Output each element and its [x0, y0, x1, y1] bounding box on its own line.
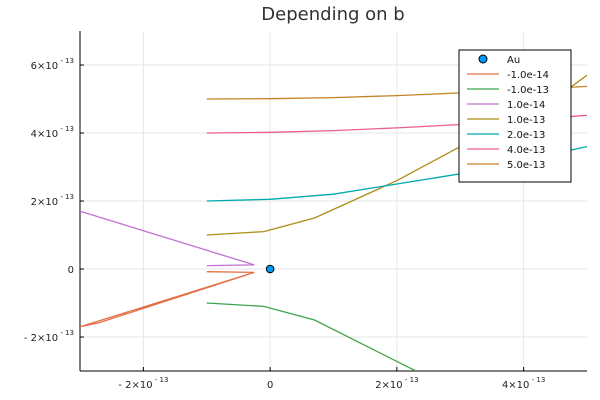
- legend-label--1.0e-14: -1.0e-14: [507, 70, 549, 81]
- x-tick-exponent: - 13: [153, 376, 169, 384]
- legend-marker-Au: [478, 54, 488, 64]
- y-tick-label: 0: [68, 265, 74, 276]
- legend-label-1.0e-14: 1.0e-14: [507, 100, 545, 111]
- scatter-point-Au: [265, 264, 275, 274]
- x-tick-exponent: - 13: [529, 376, 545, 384]
- legend-label--1.0e-13: -1.0e-13: [507, 85, 549, 96]
- scatter-points: [265, 264, 275, 274]
- series-line--1.0e-14: [80, 271, 255, 328]
- y-tick-exponent: - 13: [58, 125, 74, 133]
- legend-label-5.0e-13: 5.0e-13: [507, 160, 545, 171]
- legend-label-1.0e-13: 1.0e-13: [507, 115, 545, 126]
- legend-label-4.0e-13: 4.0e-13: [507, 145, 545, 156]
- legend[interactable]: Au -1.0e-14 -1.0e-13 1.0e-14 1.0e-13 2.0e-13 4…: [458, 49, 572, 183]
- series-line--1.0e-13: [206, 302, 417, 371]
- chart-title: Depending on b: [261, 4, 404, 25]
- y-tick-exponent: - 13: [58, 57, 74, 65]
- legend-box: [458, 49, 572, 183]
- y-tick-exponent: - 13: [58, 193, 74, 201]
- legend-label-2.0e-13: 2.0e-13: [507, 130, 545, 141]
- y-tick-exponent: - 13: [58, 329, 74, 337]
- series-line-1.0e-14: [80, 210, 255, 267]
- x-tick-label: 0: [267, 380, 273, 391]
- legend-label-Au: Au: [507, 55, 520, 66]
- x-tick-exponent: - 13: [403, 376, 419, 384]
